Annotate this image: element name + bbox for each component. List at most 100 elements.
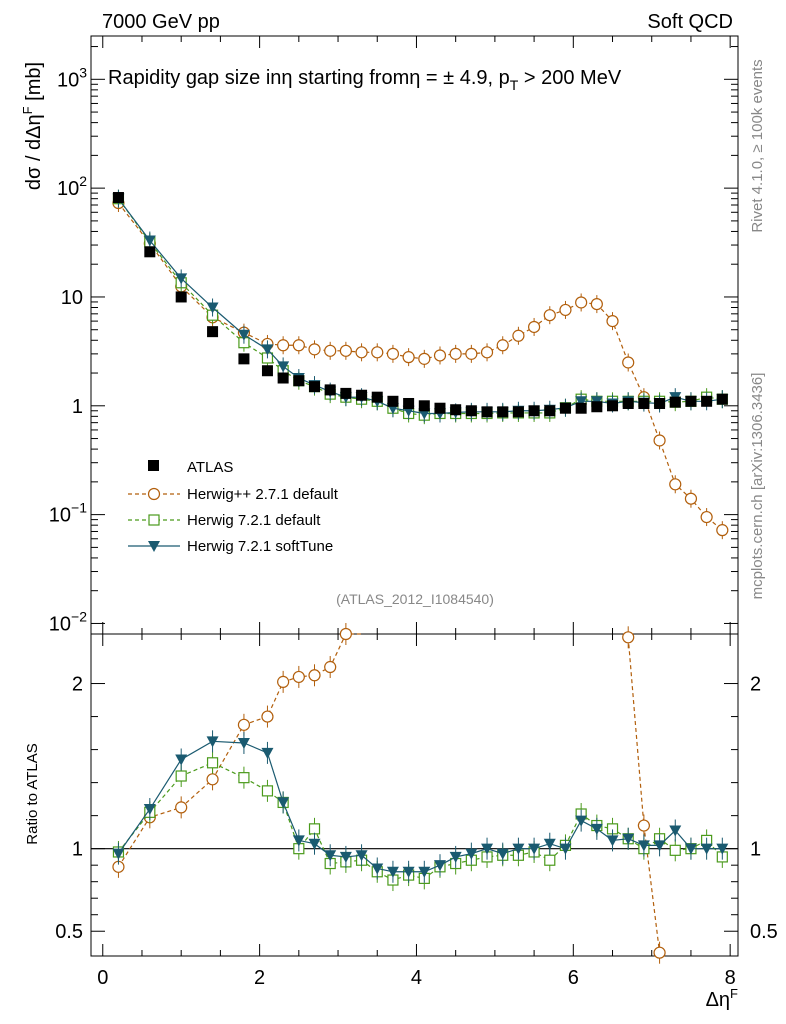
ratio-series-2-point — [528, 843, 541, 855]
ratio-series-1-point — [238, 772, 250, 784]
x-axis-label-sup: F — [730, 986, 738, 1001]
ratio-series-2-group — [112, 730, 729, 883]
ratio-series-0-group — [112, 623, 666, 964]
series-1-point — [559, 303, 572, 317]
ratio-series-0-point — [175, 801, 188, 814]
series-0-point — [528, 405, 540, 417]
ratio-series-2-point — [418, 866, 431, 878]
ratio-series-0-point — [324, 660, 337, 674]
series-1-point — [684, 492, 698, 505]
plot-title-main: Rapidity gap size inη starting fromη = ±… — [108, 67, 510, 89]
legend-label-herwig7-default: Herwig 7.2.1 default — [187, 512, 321, 529]
rivet-version-label: Rivet 4.1.0, ≥ 100k events — [749, 59, 766, 232]
series-3-group — [112, 189, 729, 423]
y-axis-label: dσ / dΔηF [mb] — [20, 62, 45, 190]
ratio-series-2-point — [653, 840, 666, 852]
legend-label-herwigpp: Herwig++ 2.7.1 default — [187, 486, 339, 503]
ratio-series-2-point — [402, 866, 415, 878]
series-0-point — [261, 365, 273, 377]
ratio-y-tick-label-left: 0.5 — [55, 921, 83, 943]
series-1-point — [512, 329, 525, 342]
series-0-point — [669, 396, 681, 408]
series-3-point — [143, 235, 156, 247]
x-tick-label: 4 — [411, 967, 422, 989]
x-axis-label-main: Δη — [706, 989, 730, 1011]
series-0-point — [403, 397, 415, 409]
ratio-series-2-point — [277, 797, 290, 809]
y-tick-label: 1 — [72, 396, 83, 418]
y-tick-label: 102 — [57, 173, 87, 200]
ratio-series-0-point — [237, 718, 251, 731]
series-1-point — [418, 352, 431, 365]
ratio-series-2-point — [465, 848, 478, 860]
y-axis-label-sup: F — [20, 106, 35, 114]
series-1-point — [653, 434, 666, 447]
series-1-point — [277, 339, 290, 352]
y-tick-label-base: 10 — [49, 505, 71, 527]
legend-marker-herwig7-default — [148, 514, 160, 526]
ratio-series-0-point — [653, 946, 666, 959]
ratio-series-0-point — [339, 627, 352, 641]
ratio-series-2-point — [355, 850, 368, 862]
y-axis-label-main: dσ / dΔη — [23, 114, 45, 190]
ratio-y-tick-label-right: 2 — [750, 674, 761, 696]
x-tick-label: 8 — [725, 967, 736, 989]
ratio-series-1-point — [261, 785, 274, 797]
series-1-point — [496, 339, 509, 352]
series-3-point — [175, 273, 188, 285]
series-1-point — [606, 315, 619, 328]
header-left-label: 7000 GeV pp — [102, 11, 220, 33]
series-1-point — [465, 347, 478, 360]
series-0-point — [544, 405, 556, 417]
ratio-y-tick-label-right: 0.5 — [750, 921, 778, 943]
series-0-point — [607, 400, 619, 412]
series-1-point — [324, 344, 337, 357]
y-tick-label-exponent: 3 — [79, 64, 87, 80]
series-1-point — [480, 346, 494, 359]
x-tick-label: 0 — [97, 967, 108, 989]
series-1-point — [339, 344, 352, 357]
y-tick-label: 10−2 — [49, 608, 87, 635]
series-0-point — [293, 375, 305, 387]
ratio-y-axis-label: Ratio to ATLAS — [24, 743, 41, 844]
series-1-point — [402, 351, 415, 364]
ratio-series-0-point — [206, 773, 219, 786]
ratio-series-1-point — [206, 757, 219, 769]
ratio-series-2-point — [496, 848, 509, 860]
ratio-series-2-point — [575, 815, 588, 827]
ratio-series-2-point — [684, 843, 697, 855]
series-0-point — [238, 353, 250, 365]
series-1-point — [449, 347, 462, 360]
ratio-series-2-point — [175, 754, 188, 766]
header-right-label: Soft QCD — [647, 11, 733, 33]
series-0-point — [324, 384, 336, 396]
y-tick-label-exponent: −2 — [71, 608, 87, 624]
ratio-series-1-point — [544, 854, 556, 866]
series-1-point — [308, 343, 321, 356]
y-tick-label-exponent: 2 — [79, 173, 87, 189]
plot-title-tail: > 200 MeV — [518, 67, 622, 89]
series-0-point — [465, 405, 477, 417]
series-0-point — [716, 393, 728, 405]
series-0-point — [371, 391, 383, 403]
ratio-series-0-point — [261, 710, 274, 723]
ratio-series-2-point — [261, 747, 274, 759]
ratio-series-2-point — [324, 850, 337, 862]
series-0-point — [701, 395, 713, 407]
ratio-series-2-point — [622, 833, 635, 845]
series-0-point — [434, 402, 446, 414]
ratio-series-2-point — [292, 835, 305, 847]
ratio-series-2-point — [606, 835, 619, 847]
ratio-series-1-point — [175, 770, 187, 782]
y-tick-label-base: 10 — [61, 287, 83, 309]
series-1-point — [590, 297, 603, 311]
series-0-point — [654, 397, 666, 409]
ratio-series-2-point — [308, 838, 321, 850]
analysis-id-label: (ATLAS_2012_I1084540) — [336, 591, 494, 607]
ratio-series-0-point — [622, 631, 635, 644]
ratio-series-2-point — [433, 860, 446, 872]
ratio-series-2-point — [700, 843, 713, 855]
ratio-series-2-point — [386, 866, 399, 878]
series-1-point — [386, 347, 400, 360]
